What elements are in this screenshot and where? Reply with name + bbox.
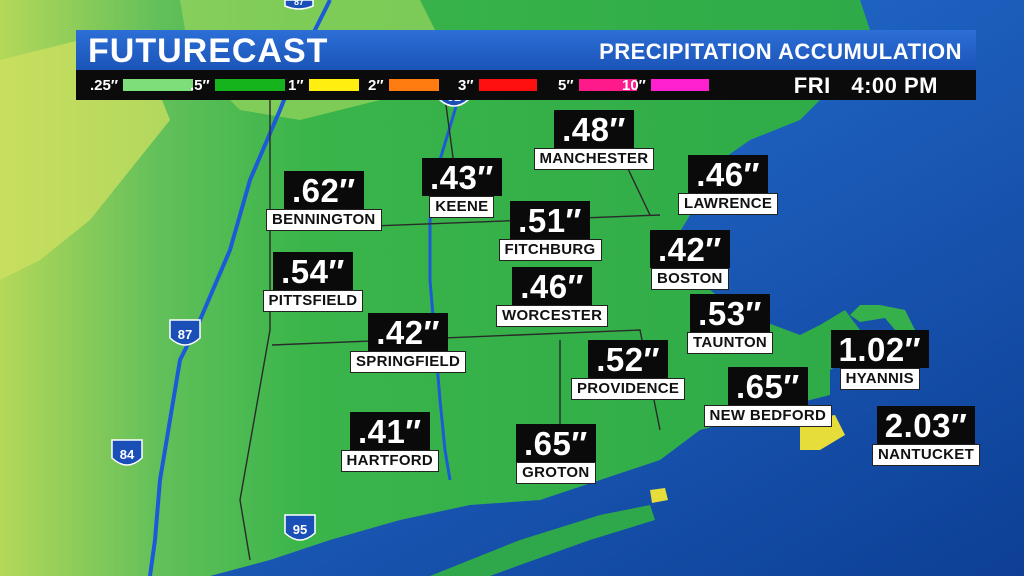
legend-item: 2″ xyxy=(368,70,439,100)
city-name: NEW BEDFORD xyxy=(703,405,833,427)
highway-label: 87 xyxy=(294,0,304,7)
precip-value: .65″ xyxy=(727,367,808,405)
legend-swatch xyxy=(478,79,537,91)
legend-item: 10″ xyxy=(622,70,709,100)
city-name: PROVIDENCE xyxy=(571,378,686,400)
city-hyannis: 1.02″ HYANNIS xyxy=(830,330,930,390)
title-bar: FUTURECAST PRECIPITATION ACCUMULATION xyxy=(76,30,976,70)
legend-swatch xyxy=(308,79,359,91)
city-providence: .52″ PROVIDENCE xyxy=(571,340,686,400)
city-pittsfield: .54″ PITTSFIELD xyxy=(262,252,364,312)
legend-label: 1″ xyxy=(288,76,304,94)
precip-value: .53″ xyxy=(690,294,770,332)
precip-value: .42″ xyxy=(650,230,730,268)
legend-swatch xyxy=(650,79,709,91)
legend-swatch xyxy=(388,79,439,91)
highway-87: 87 xyxy=(169,319,201,346)
highway-label: 87 xyxy=(178,327,192,342)
city-name: BENNINGTON xyxy=(266,209,382,231)
city-taunton: .53″ TAUNTON xyxy=(687,294,774,354)
city-name: PITTSFIELD xyxy=(262,290,364,312)
city-lawrence: .46″ LAWRENCE xyxy=(678,155,779,215)
precip-value: .43″ xyxy=(422,158,502,196)
forecast-day: FRI xyxy=(793,73,831,98)
city-name: SPRINGFIELD xyxy=(350,351,467,373)
precip-value: .41″ xyxy=(349,412,430,450)
city-boston: .42″ BOSTON xyxy=(650,230,730,290)
highway-label: 84 xyxy=(120,447,135,462)
precip-value: 2.03″ xyxy=(876,406,976,444)
legend-label: 10″ xyxy=(622,76,646,94)
city-hartford: .41″ HARTFORD xyxy=(340,412,440,472)
city-name: HYANNIS xyxy=(839,368,920,390)
city-name: LAWRENCE xyxy=(678,193,779,215)
city-fitchburg: .51″ FITCHBURG xyxy=(498,201,602,261)
legend-label: 3″ xyxy=(458,76,474,94)
futurecast-header: FUTURECAST PRECIPITATION ACCUMULATION .2… xyxy=(76,30,976,100)
legend-item: 3″ xyxy=(458,70,537,100)
legend-item: 5″ xyxy=(558,70,637,100)
forecast-clock: 4:00 PM xyxy=(851,73,938,98)
legend-swatch xyxy=(123,79,194,91)
mainland xyxy=(0,0,870,576)
city-name: TAUNTON xyxy=(687,332,774,354)
city-name: WORCESTER xyxy=(496,305,609,327)
highway-87-top: 87 xyxy=(284,0,314,10)
city-groton: .65″ GROTON xyxy=(516,424,596,484)
precip-value: .52″ xyxy=(588,340,668,378)
legend-label: .25″ xyxy=(90,76,119,94)
legend-swatch xyxy=(578,79,637,91)
city-new-bedford: .65″ NEW BEDFORD xyxy=(703,367,833,427)
precip-value: .46″ xyxy=(688,155,768,193)
legend-item: 1″ xyxy=(288,70,359,100)
city-bennington: .62″ BENNINGTON xyxy=(266,171,382,231)
highway-84: 84 xyxy=(111,439,143,466)
precip-value: .62″ xyxy=(283,171,364,209)
long-island xyxy=(430,505,655,576)
city-worcester: .46″ WORCESTER xyxy=(496,267,609,327)
city-keene: .43″ KEENE xyxy=(422,158,502,218)
legend-swatch xyxy=(214,79,285,91)
city-manchester: .48″ MANCHESTER xyxy=(533,110,655,170)
legend-item: .5″ xyxy=(190,70,285,100)
city-name: HARTFORD xyxy=(340,450,440,472)
precip-value: .51″ xyxy=(510,201,590,239)
legend-label: 2″ xyxy=(368,76,384,94)
city-name: MANCHESTER xyxy=(533,148,655,170)
precip-value: .42″ xyxy=(368,313,448,351)
precip-value: 1.02″ xyxy=(830,330,930,368)
city-name: GROTON xyxy=(516,462,596,484)
light-precip-west xyxy=(0,40,170,280)
precip-value: .54″ xyxy=(273,252,353,290)
forecast-time: FRI 4:00 PM xyxy=(780,73,938,99)
city-name: FITCHBURG xyxy=(498,239,602,261)
city-springfield: .42″ SPRINGFIELD xyxy=(350,313,467,373)
legend-bar: .25″ .5″ 1″ 2″ 3″ 5″ 10″ FRI 4:00 PM xyxy=(76,70,976,100)
precip-value: .48″ xyxy=(554,110,634,148)
city-nantucket: 2.03″ NANTUCKET xyxy=(872,406,981,466)
city-name: NANTUCKET xyxy=(872,444,981,466)
legend-label: .5″ xyxy=(190,76,210,94)
legend-item: .25″ xyxy=(90,70,194,100)
connecticut-river xyxy=(428,59,472,481)
city-name: KEENE xyxy=(429,196,495,218)
map-subtitle: PRECIPITATION ACCUMULATION xyxy=(599,39,962,64)
city-name: BOSTON xyxy=(650,268,729,290)
app-title: FUTURECAST xyxy=(88,32,329,70)
highway-label: 95 xyxy=(293,522,307,537)
block-island xyxy=(650,488,668,503)
highway-95: 95 xyxy=(284,514,316,541)
precip-value: .65″ xyxy=(516,424,596,462)
legend-label: 5″ xyxy=(558,76,574,94)
precip-value: .46″ xyxy=(512,267,592,305)
